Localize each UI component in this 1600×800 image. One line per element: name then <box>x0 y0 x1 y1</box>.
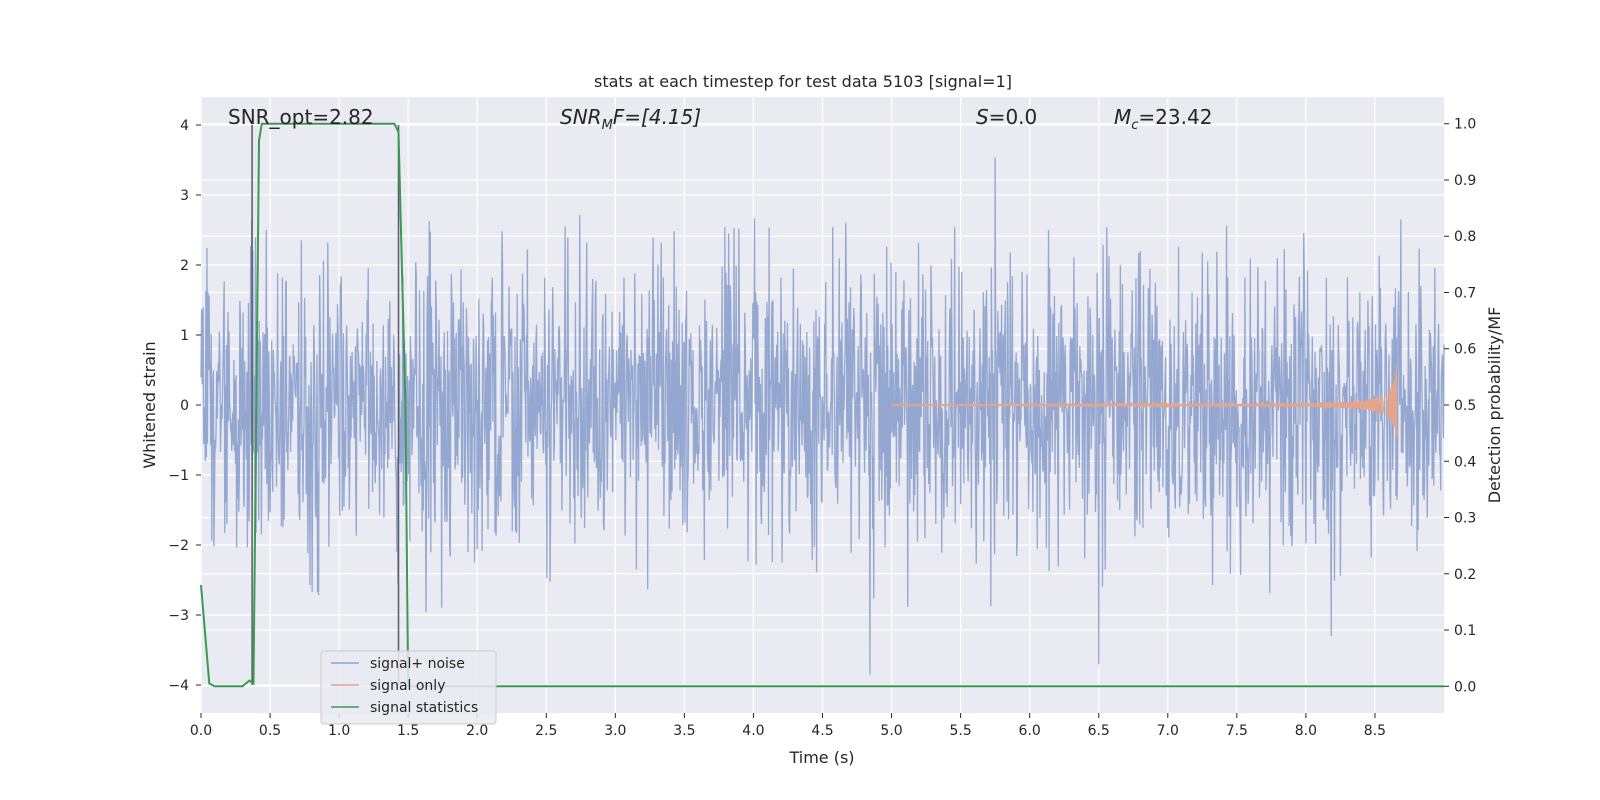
annotation-snr-opt: SNR_opt=2.82 <box>228 105 374 129</box>
mc-base: M <box>1114 105 1131 129</box>
x-tick-label: 7.0 <box>1157 723 1179 739</box>
x-tick-label: 1.5 <box>397 723 419 739</box>
y-left-tick-label: −1 <box>168 468 189 484</box>
y-axis-right-ticks: 0.0 0.1 0.2 0.3 0.4 0.5 0.6 0.7 0.8 0.9 1.0 <box>1444 117 1476 695</box>
y-right-tick-label: 0.3 <box>1454 511 1476 527</box>
s-rest: =0.0 <box>989 105 1038 129</box>
y-left-tick-label: 1 <box>180 328 189 344</box>
y-left-tick-label: −2 <box>168 538 189 554</box>
snr-mf-rest: F=[4.15] <box>613 105 701 129</box>
y-right-tick-label: 0.4 <box>1454 454 1476 470</box>
x-tick-label: 0.5 <box>259 723 281 739</box>
y-right-tick-label: 0.2 <box>1454 567 1476 583</box>
x-tick-label: 2.0 <box>466 723 488 739</box>
chirp-line <box>891 364 1398 439</box>
x-tick-label: 3.5 <box>673 723 695 739</box>
x-tick-label: 4.0 <box>742 723 764 739</box>
legend-label-noise: signal+ noise <box>370 656 465 672</box>
x-axis-label: Time (s) <box>788 748 854 767</box>
mc-rest: =23.42 <box>1138 105 1212 129</box>
y-right-tick-label: 1.0 <box>1454 117 1476 133</box>
x-tick-label: 8.5 <box>1364 723 1386 739</box>
signal-statistics-series <box>200 122 1444 688</box>
y-axis-right-label: Detection probability/MF <box>1485 307 1504 504</box>
y-left-tick-label: 2 <box>180 258 189 274</box>
y-axis-left-ticks: −4 −3 −2 −1 0 1 2 3 4 <box>168 118 201 694</box>
vertical-markers <box>251 125 400 685</box>
annotation-snr-mf: SNRMF=[4.15] <box>560 105 701 133</box>
x-tick-label: 8.0 <box>1295 723 1317 739</box>
y-left-tick-label: −4 <box>168 678 189 694</box>
y-left-tick-label: 4 <box>180 118 189 134</box>
x-tick-label: 5.5 <box>949 723 971 739</box>
snr-mf-sub: M <box>602 118 613 133</box>
y-right-tick-label: 0.6 <box>1454 342 1476 358</box>
y-right-tick-label: 0.9 <box>1454 173 1476 189</box>
y-right-tick-label: 0.5 <box>1454 398 1476 414</box>
x-tick-label: 0.0 <box>190 723 212 739</box>
signal-noise-series <box>200 157 1445 675</box>
legend-label-signal: signal only <box>370 678 445 694</box>
y-right-tick-label: 0.8 <box>1454 229 1476 245</box>
x-axis-ticks: 0.0 0.5 1.0 1.5 2.0 2.5 3.0 3.5 4.0 4.5 5.0 5.5 6.0 6… <box>190 713 1386 739</box>
y-right-tick-label: 0.7 <box>1454 285 1476 301</box>
x-tick-label: 1.0 <box>328 723 350 739</box>
annotation-mc: Mc=23.42 <box>1114 105 1212 133</box>
y-right-tick-label: 0.0 <box>1454 679 1476 695</box>
x-tick-label: 5.0 <box>880 723 902 739</box>
chart-title: stats at each timestep for test data 510… <box>594 72 1012 91</box>
x-tick-label: 3.0 <box>604 723 626 739</box>
signal-only-series <box>891 364 1398 439</box>
y-right-tick-label: 0.1 <box>1454 623 1476 639</box>
s-base: S <box>976 105 989 129</box>
legend-box <box>320 650 497 725</box>
y-left-tick-label: 3 <box>180 188 189 204</box>
y-left-tick-label: −3 <box>168 608 189 624</box>
annotation-s: S=0.0 <box>976 105 1037 129</box>
legend-label-stats: signal statistics <box>370 700 478 716</box>
x-tick-label: 4.5 <box>811 723 833 739</box>
x-tick-label: 7.5 <box>1226 723 1248 739</box>
x-tick-label: 6.0 <box>1019 723 1041 739</box>
y-axis-left-label: Whitened strain <box>140 341 159 468</box>
statistics-line <box>200 122 1444 688</box>
mc-sub: c <box>1131 118 1138 133</box>
snr-mf-base: SNR <box>560 105 602 129</box>
x-tick-label: 2.5 <box>535 723 557 739</box>
x-tick-label: 6.5 <box>1088 723 1110 739</box>
y-left-tick-label: 0 <box>180 398 189 414</box>
noise-line <box>200 157 1445 675</box>
legend: signal+ noise signal only signal statist… <box>320 650 497 725</box>
